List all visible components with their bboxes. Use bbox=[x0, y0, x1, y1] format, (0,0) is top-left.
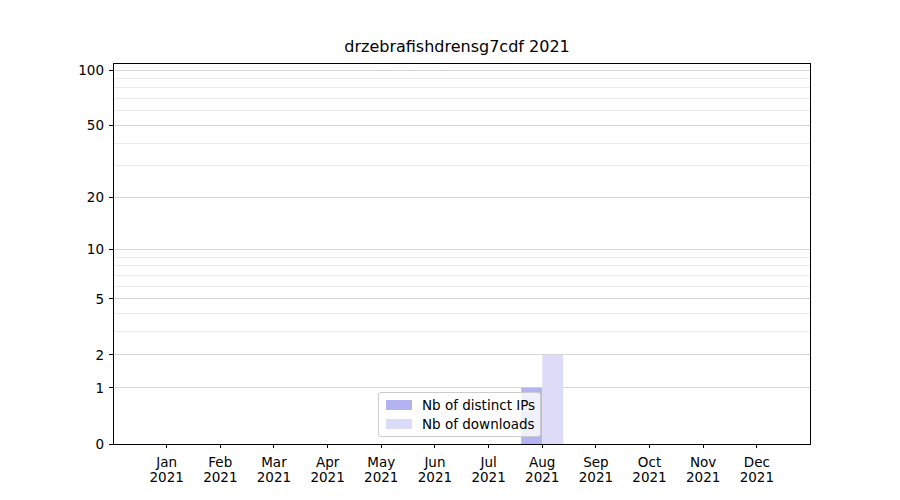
legend-swatch-downloads bbox=[386, 419, 412, 429]
y-tick-label: 2 bbox=[95, 347, 104, 363]
x-tick-label-year: 2021 bbox=[257, 469, 291, 485]
legend-row-downloads: Nb of downloads bbox=[379, 417, 540, 431]
legend: Nb of distinct IPs Nb of downloads bbox=[378, 392, 541, 437]
x-tick-label-year: 2021 bbox=[579, 469, 613, 485]
x-tick-label-year: 2021 bbox=[686, 469, 720, 485]
x-tick-label-year: 2021 bbox=[632, 469, 666, 485]
x-tick-label-month: Nov bbox=[690, 454, 716, 470]
x-tick-label-month: Mar bbox=[261, 454, 287, 470]
x-tick-label-month: Jan bbox=[155, 454, 177, 470]
chart-title: drzebrafishdrensg7cdf 2021 bbox=[108, 37, 806, 56]
legend-row-distinct-ips: Nb of distinct IPs bbox=[379, 398, 540, 412]
x-tick-label-year: 2021 bbox=[310, 469, 344, 485]
x-tick-label-month: Sep bbox=[583, 454, 608, 470]
x-tick-label-month: Dec bbox=[744, 454, 770, 470]
x-tick-label-month: Jul bbox=[479, 454, 496, 470]
x-tick-label-year: 2021 bbox=[364, 469, 398, 485]
x-tick-label-year: 2021 bbox=[149, 469, 183, 485]
plot-border bbox=[113, 64, 811, 445]
x-tick-label-year: 2021 bbox=[418, 469, 452, 485]
x-tick-label-year: 2021 bbox=[471, 469, 505, 485]
x-tick-label-year: 2021 bbox=[740, 469, 774, 485]
x-tick-label-month: May bbox=[367, 454, 395, 470]
y-tick-label: 0 bbox=[95, 436, 104, 452]
legend-label-downloads: Nb of downloads bbox=[422, 416, 535, 432]
legend-label-distinct-ips: Nb of distinct IPs bbox=[422, 397, 535, 413]
x-tick-label-year: 2021 bbox=[203, 469, 237, 485]
x-tick-label-month: Oct bbox=[638, 454, 661, 470]
bar-downloads bbox=[542, 355, 563, 444]
figure: 0125102050100Jan2021Feb2021Mar2021Apr202… bbox=[0, 0, 900, 500]
y-tick-label: 5 bbox=[95, 291, 104, 307]
y-tick-label: 50 bbox=[87, 117, 104, 133]
y-tick-label: 100 bbox=[78, 62, 104, 78]
y-tick-label: 20 bbox=[87, 189, 104, 205]
x-tick-label-month: Jun bbox=[423, 454, 445, 470]
x-tick-label-month: Feb bbox=[208, 454, 232, 470]
y-tick-label: 1 bbox=[95, 380, 104, 396]
x-tick-label-month: Apr bbox=[316, 454, 340, 470]
x-tick-label-month: Aug bbox=[529, 454, 555, 470]
y-tick-label: 10 bbox=[87, 241, 104, 257]
legend-swatch-distinct-ips bbox=[386, 400, 412, 410]
x-tick-label-year: 2021 bbox=[525, 469, 559, 485]
